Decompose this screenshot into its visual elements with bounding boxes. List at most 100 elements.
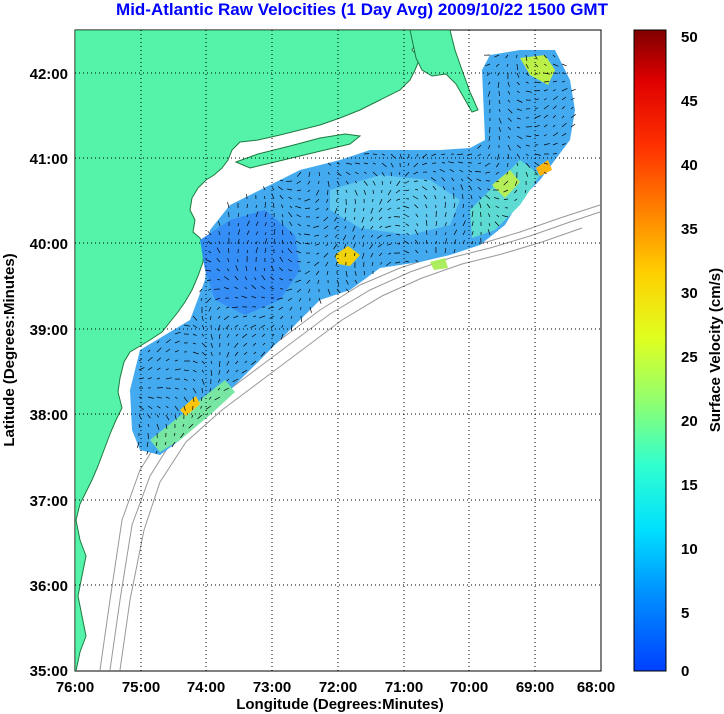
velocity-arrow	[218, 315, 221, 319]
velocity-arrow	[174, 405, 179, 412]
velocity-arrow	[390, 162, 394, 168]
velocity-arrow	[507, 117, 512, 122]
velocity-arrow	[315, 198, 320, 203]
velocity-arrow	[506, 171, 509, 175]
colorbar-tick-label: 30	[681, 285, 698, 302]
velocity-arrow	[296, 171, 302, 177]
velocity-arrow	[380, 261, 383, 265]
velocity-arrow	[280, 315, 284, 320]
x-tick-label: 76:00	[56, 679, 94, 696]
velocity-arrow	[226, 351, 230, 358]
velocity-arrow	[372, 180, 376, 186]
velocity-arrow	[370, 252, 374, 258]
velocity-arrow	[379, 225, 383, 229]
velocity-arrow	[313, 225, 320, 229]
velocity-arrow	[354, 162, 360, 165]
velocity-arrow	[396, 198, 401, 201]
velocity-arrow	[234, 275, 239, 281]
velocity-arrow	[316, 216, 320, 219]
velocity-arrow	[255, 231, 259, 236]
velocity-arrow	[336, 171, 342, 177]
velocity-arrow	[156, 414, 160, 418]
velocity-arrow	[363, 171, 367, 174]
velocity-arrow	[414, 229, 419, 236]
velocity-arrow	[514, 198, 518, 201]
velocity-arrow	[165, 423, 168, 429]
velocity-arrow	[180, 432, 185, 439]
velocity-arrow	[255, 221, 259, 227]
velocity-arrow	[352, 234, 356, 240]
long-island	[234, 133, 362, 169]
velocity-arrow	[353, 216, 356, 221]
velocity-arrow	[165, 358, 170, 362]
velocity-arrow	[201, 360, 205, 365]
velocity-arrow	[237, 239, 240, 245]
velocity-arrow	[271, 187, 275, 191]
velocity-arrow	[344, 252, 347, 257]
velocity-arrow	[255, 204, 257, 209]
velocity-arrow	[318, 180, 320, 185]
velocity-arrow	[250, 324, 257, 329]
velocity-arrow	[495, 63, 500, 68]
velocity-arrow	[272, 259, 275, 263]
y-tick-label: 39:00	[30, 322, 68, 339]
velocity-arrow	[487, 229, 491, 236]
velocity-arrow	[398, 171, 401, 175]
velocity-arrow	[525, 81, 529, 84]
velocity-arrow	[210, 360, 213, 365]
velocity-arrow	[471, 211, 474, 218]
velocity-arrow	[237, 223, 240, 227]
velocity-arrow	[336, 189, 339, 194]
colorbar-tick-label: 10	[681, 541, 698, 558]
velocity-arrow	[285, 180, 293, 183]
velocity-arrow	[216, 306, 221, 310]
velocity-arrow	[260, 324, 266, 328]
velocity-arrow	[296, 214, 302, 218]
velocity-arrow	[237, 229, 241, 236]
velocity-arrow	[395, 261, 401, 264]
velocity-arrow	[227, 258, 230, 263]
velocity-arrow	[156, 396, 162, 399]
velocity-arrow	[241, 369, 248, 374]
velocity-arrow	[201, 351, 206, 356]
velocity-arrow	[318, 297, 322, 304]
velocity-arrow	[485, 171, 491, 174]
velocity-arrow	[183, 378, 188, 381]
velocity-arrow	[192, 324, 198, 329]
velocity-arrow	[304, 198, 311, 202]
velocity-arrow	[192, 351, 199, 355]
velocity-arrow	[216, 268, 221, 272]
velocity-arrow	[385, 261, 392, 266]
velocity-arrow	[147, 405, 153, 409]
velocity-arrow	[525, 54, 528, 61]
velocity-arrow	[477, 153, 482, 157]
velocity-arrow	[251, 333, 257, 338]
velocity-arrow	[441, 177, 446, 182]
velocity-arrow	[344, 225, 347, 229]
velocity-arrow	[147, 349, 151, 353]
velocity-arrow	[507, 135, 511, 139]
velocity-arrow	[451, 177, 455, 182]
velocity-arrow	[156, 423, 160, 430]
velocity-arrow	[241, 295, 248, 299]
velocity-arrow	[516, 162, 519, 167]
colorbar-tick-label: 0	[681, 663, 689, 680]
velocity-arrow	[200, 297, 203, 301]
velocity-arrow	[534, 98, 539, 101]
velocity-arrow	[281, 324, 284, 328]
velocity-arrow	[279, 194, 284, 200]
velocity-arrow	[462, 220, 466, 227]
velocity-arrow	[218, 221, 221, 227]
velocity-arrow	[388, 216, 392, 219]
velocity-arrow	[342, 234, 347, 241]
velocity-arrow	[226, 268, 230, 272]
velocity-arrow	[372, 189, 374, 195]
velocity-arrow	[505, 54, 509, 59]
velocity-arrow	[377, 243, 383, 248]
velocity-arrow	[404, 171, 410, 177]
velocity-arrow	[264, 222, 267, 227]
velocity-arrow	[534, 81, 541, 84]
velocity-arrow	[334, 252, 338, 258]
velocity-arrow	[462, 230, 466, 236]
